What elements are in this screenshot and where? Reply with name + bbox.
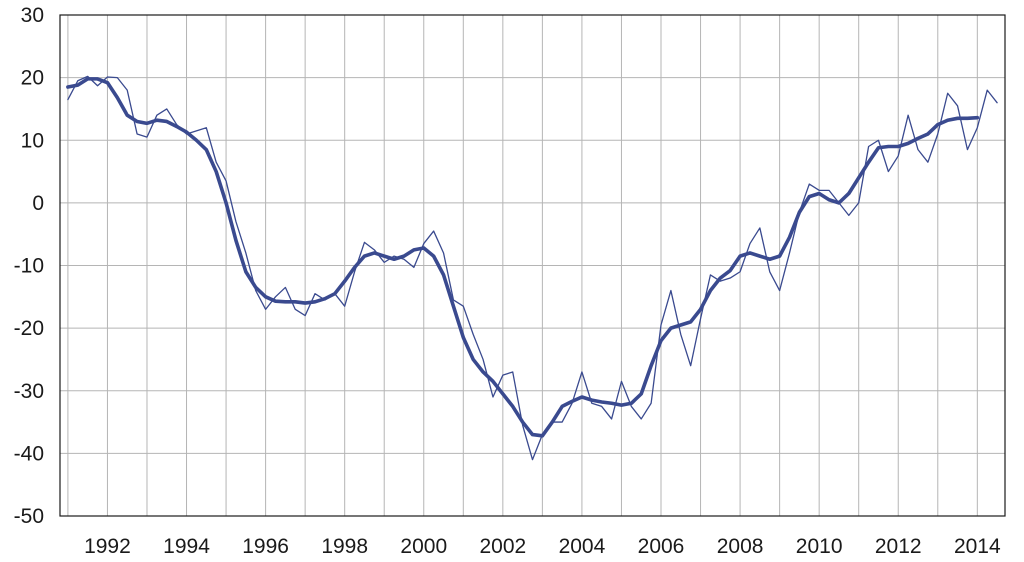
x-tick-label: 2010: [796, 535, 843, 558]
y-tick-label: -10: [14, 255, 44, 278]
x-tick-label: 1996: [242, 535, 289, 558]
y-tick-label: 10: [21, 129, 44, 152]
x-tick-label: 1994: [163, 535, 210, 558]
y-axis-ticks: -50 -40 -30 -20 -10 0 10 20 30: [14, 4, 44, 528]
x-tick-label: 2006: [638, 535, 685, 558]
x-tick-label: 1992: [84, 535, 131, 558]
y-tick-label: -50: [14, 505, 44, 528]
y-tick-label: -30: [14, 380, 44, 403]
x-axis-ticks: 1992 1994 1996 1998 2000 2002 2004 2006 2008 2010…: [84, 535, 1001, 558]
x-tick-label: 1998: [321, 535, 368, 558]
x-tick-label: 2008: [717, 535, 764, 558]
y-tick-label: -40: [14, 442, 44, 465]
x-tick-label: 2002: [479, 535, 526, 558]
series-line-quarterly: [67, 75, 998, 461]
x-tick-label: 2012: [875, 535, 922, 558]
grid: [60, 14, 1005, 517]
x-tick-label: 2004: [559, 535, 606, 558]
series-line-smoothed: [66, 77, 980, 438]
plot-frame: [59, 14, 1006, 517]
y-tick-label: 30: [21, 4, 44, 27]
x-tick-label: 2014: [954, 535, 1001, 558]
y-tick-label: -20: [14, 317, 44, 340]
series-lines: [66, 75, 998, 461]
y-tick-label: 20: [21, 67, 44, 90]
y-tick-label: 0: [32, 192, 44, 215]
x-tick-label: 2000: [400, 535, 447, 558]
